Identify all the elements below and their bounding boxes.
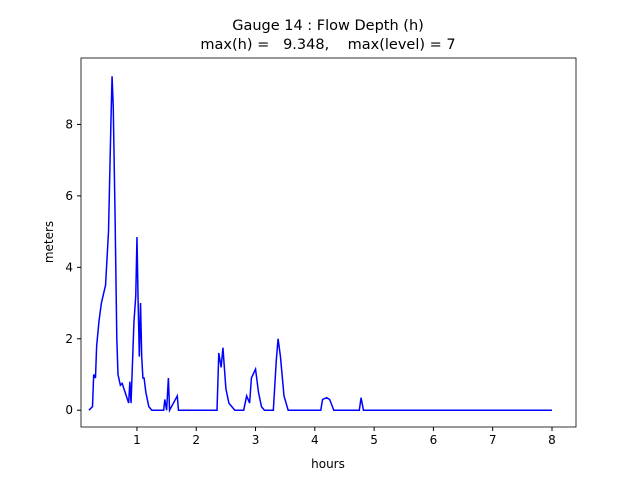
chart-subtitle: max(h) = 9.348, max(level) = 7 (200, 37, 455, 53)
x-tick-label: 2 (192, 433, 200, 447)
plot-frame (80, 57, 577, 428)
x-tick-label: 1 (133, 433, 141, 447)
x-tick-label: 6 (430, 433, 438, 447)
x-axis-label: hours (311, 457, 345, 471)
y-tick-label: 6 (65, 189, 73, 203)
x-tick-label: 8 (548, 433, 556, 447)
y-tick-label: 8 (65, 117, 73, 131)
chart-title: Gauge 14 : Flow Depth (h) (232, 18, 424, 34)
y-tick-label: 0 (65, 403, 73, 417)
x-tick-label: 5 (370, 433, 378, 447)
y-axis-label: meters (42, 221, 56, 263)
x-tick-label: 4 (311, 433, 319, 447)
y-tick-label: 4 (65, 260, 73, 274)
x-tick-label: 3 (252, 433, 260, 447)
x-tick-label: 7 (489, 433, 497, 447)
data-line (88, 76, 552, 413)
y-tick-label: 2 (65, 332, 73, 346)
